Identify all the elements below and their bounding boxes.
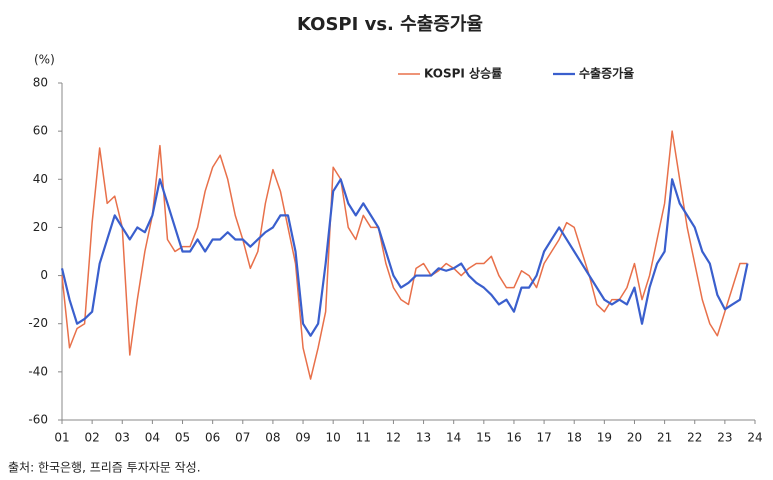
x-tick-label: 24 [747,431,762,445]
x-tick-label: 17 [536,431,551,445]
x-tick-label: 13 [416,431,431,445]
x-tick-label: 15 [476,431,491,445]
x-tick-label: 12 [386,431,401,445]
line-series [60,178,749,337]
y-tick-label: -60 [28,413,48,427]
x-tick-label: 10 [326,431,341,445]
legend-label: 수출증가율 [579,66,634,81]
x-tick-label: 11 [356,431,371,445]
x-tick-label: 21 [657,431,672,445]
legend-label: KOSPI 상승률 [424,66,502,81]
x-tick-label: 01 [54,431,69,445]
x-tick-label: 19 [597,431,612,445]
y-tick-label: 60 [33,124,48,138]
y-tick-label: -40 [28,364,48,378]
source: 출처: 한국은행, 프리즘 투자자문 작성. [8,460,201,475]
x-tick-label: 05 [175,431,190,445]
x-tick-label: 07 [235,431,250,445]
x-tick-label: 18 [567,431,582,445]
line-series [61,130,748,380]
x-tick-label: 14 [446,431,461,445]
x-tick-label: 02 [84,431,99,445]
x-tick-label: 06 [205,431,220,445]
y-tick-label: 80 [33,76,48,90]
x-tick-label: 03 [115,431,130,445]
x-tick-label: 20 [627,431,642,445]
x-tick-label: 04 [145,431,160,445]
x-tick-label: 09 [295,431,310,445]
x-tick-label: 23 [717,431,732,445]
x-tick-label: 08 [265,431,280,445]
x-tick-label: 16 [506,431,521,445]
y-tick-label: 0 [40,268,48,282]
y-tick-label: -20 [28,316,48,330]
y-tick-label: 40 [33,172,48,186]
y-tick-label: 20 [33,220,48,234]
y-unit: (%) [34,53,55,67]
x-tick-label: 22 [687,431,702,445]
chart-title: KOSPI vs. 수출증가율 [297,14,483,35]
